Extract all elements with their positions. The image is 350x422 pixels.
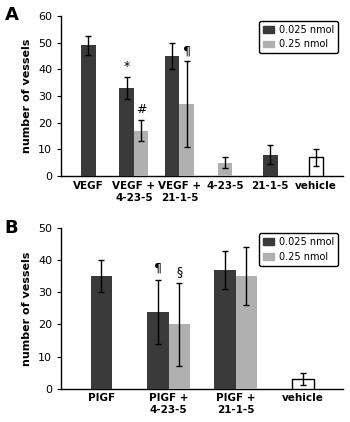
Bar xyxy=(214,270,236,389)
Bar xyxy=(134,131,148,176)
Bar xyxy=(165,56,180,176)
Legend: 0.025 nmol, 0.25 nmol: 0.025 nmol, 0.25 nmol xyxy=(259,233,338,266)
Legend: 0.025 nmol, 0.25 nmol: 0.025 nmol, 0.25 nmol xyxy=(259,21,338,53)
Text: §: § xyxy=(176,265,182,278)
Bar xyxy=(81,45,96,176)
Bar xyxy=(308,157,323,176)
Bar xyxy=(147,311,169,389)
Bar xyxy=(91,276,112,389)
Bar xyxy=(263,155,278,176)
Text: ¶: ¶ xyxy=(154,262,162,275)
Text: A: A xyxy=(5,6,19,24)
Bar xyxy=(169,325,190,389)
Y-axis label: number of vessels: number of vessels xyxy=(22,251,33,365)
Text: *: * xyxy=(124,60,130,73)
Bar xyxy=(119,88,134,176)
Text: B: B xyxy=(5,219,19,237)
Text: #: # xyxy=(136,103,146,116)
Text: ¶: ¶ xyxy=(183,44,191,57)
Bar xyxy=(180,104,194,176)
Bar xyxy=(218,163,232,176)
Bar xyxy=(292,379,314,389)
Bar xyxy=(236,276,257,389)
Y-axis label: number of vessels: number of vessels xyxy=(22,39,33,153)
